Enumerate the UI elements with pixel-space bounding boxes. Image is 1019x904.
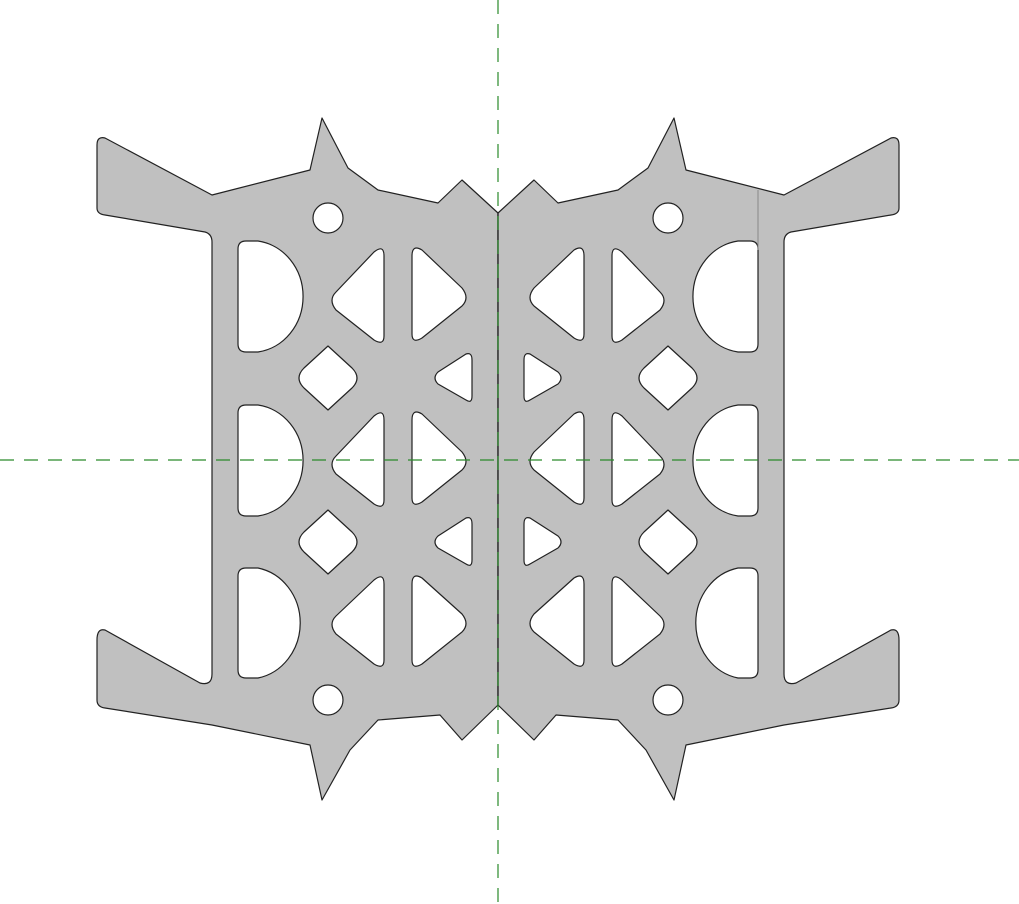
part-right [497, 117, 900, 801]
part-left [96, 117, 499, 801]
